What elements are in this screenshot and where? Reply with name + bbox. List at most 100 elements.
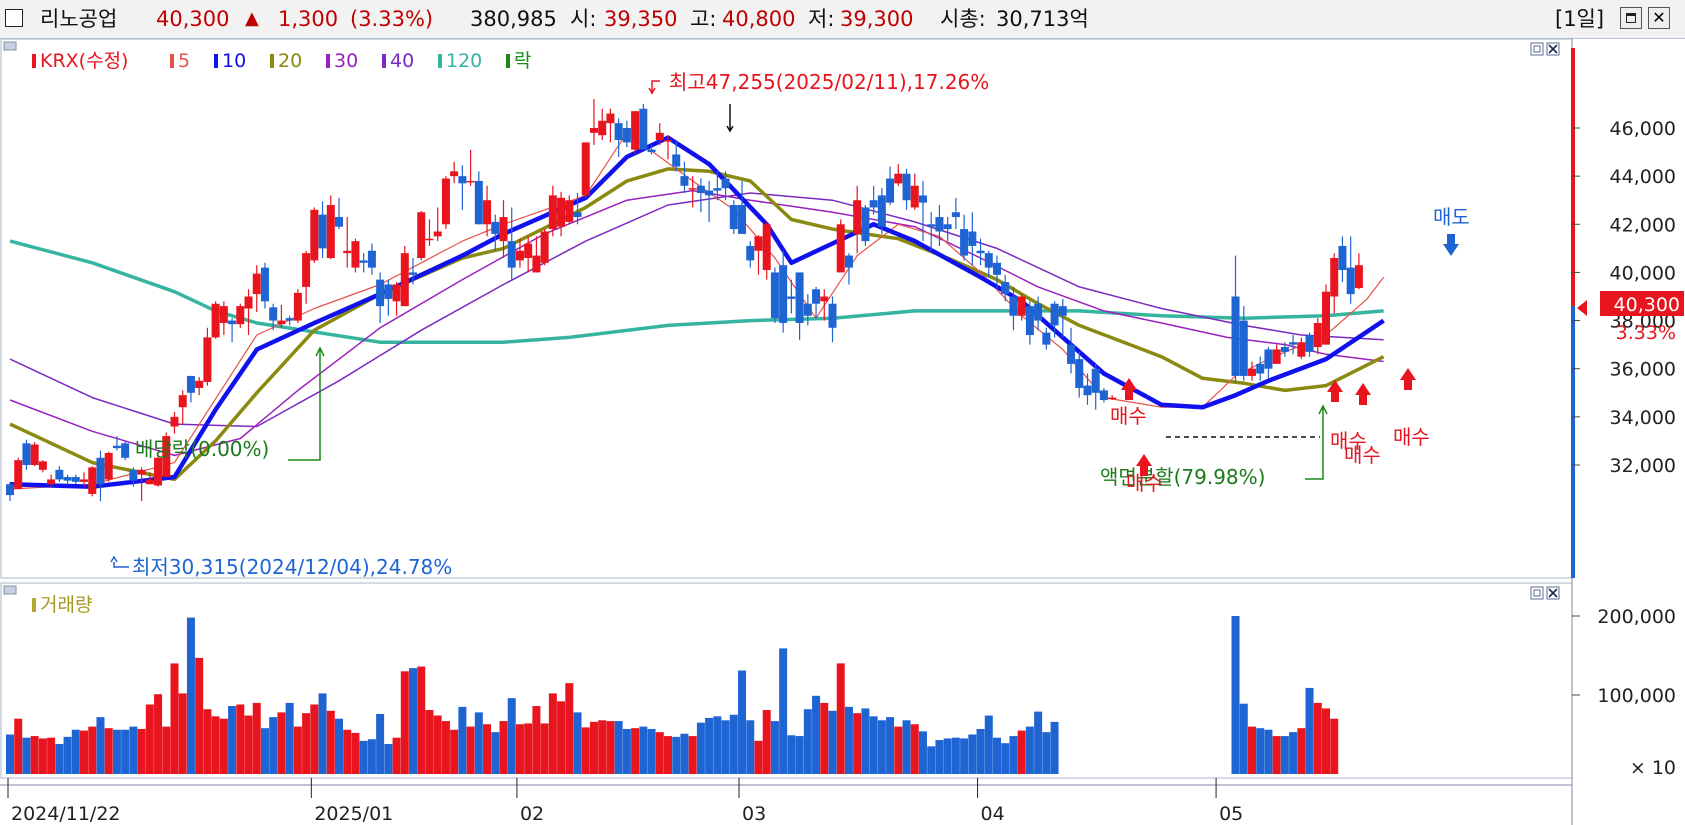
candle-body	[721, 178, 730, 189]
candle-body	[598, 120, 607, 136]
candle-body	[1001, 282, 1010, 295]
volume-bar	[581, 727, 590, 774]
volume-bar	[935, 740, 944, 774]
volume-bar	[1017, 730, 1026, 774]
volume-bar	[820, 702, 829, 774]
candle-body	[203, 337, 212, 382]
candle-body	[927, 224, 936, 227]
candle-body	[335, 217, 343, 227]
volume-bar	[688, 736, 697, 774]
candle-body	[713, 188, 722, 191]
period-selector[interactable]: [1일]	[1555, 7, 1605, 31]
open-value: 39,350	[604, 7, 678, 31]
volume-bar	[400, 671, 409, 774]
volume-bar	[918, 731, 927, 774]
volume-bar	[260, 728, 269, 774]
candle-body	[458, 176, 467, 184]
legend-ma-swatch	[438, 54, 442, 68]
candle-body	[614, 123, 623, 141]
volume-bar	[672, 736, 681, 774]
candle-body	[162, 436, 171, 478]
volume-bar	[927, 746, 936, 774]
candle-body	[548, 195, 557, 230]
volume-bar	[614, 721, 623, 774]
sell-label: 매도	[1433, 205, 1470, 229]
candle-body	[770, 272, 779, 319]
panel-maximize-icon[interactable]	[1530, 586, 1544, 600]
volume-bar	[170, 663, 179, 774]
volume-bar	[392, 737, 401, 774]
volume-bar	[721, 720, 730, 774]
volume-bar	[112, 729, 121, 774]
panel-grip-icon[interactable]	[3, 41, 17, 51]
restore-icon[interactable]	[1620, 7, 1642, 29]
candle-body	[491, 221, 500, 234]
candle-body	[672, 154, 681, 167]
candle-body	[639, 108, 648, 150]
candle-body	[392, 284, 401, 302]
price-tick-label: 40,000	[1610, 262, 1676, 284]
volume-bar	[1313, 702, 1322, 774]
candle-body	[507, 241, 516, 268]
candle-body	[886, 178, 895, 203]
volume-bar	[293, 726, 302, 774]
candle-body	[606, 113, 615, 124]
volume-bar	[705, 717, 714, 774]
candle-body	[121, 443, 130, 458]
volume-bar	[491, 732, 500, 774]
candle-body	[910, 185, 919, 208]
candle-body	[1272, 349, 1281, 364]
volume-bar	[137, 728, 146, 774]
candle-body	[622, 128, 631, 143]
panel-close-icon[interactable]	[1546, 586, 1560, 600]
high-value: 40,800	[722, 7, 796, 31]
volume-bar	[63, 736, 72, 774]
buy-arrow-icon	[1121, 378, 1137, 400]
x-tick-label: 2024/11/22	[11, 803, 121, 825]
candle-body	[96, 457, 105, 485]
candle-body	[729, 205, 738, 230]
legend-ma-20: 20	[278, 50, 302, 72]
x-tick-label: 05	[1219, 803, 1243, 825]
candle-body	[1075, 359, 1084, 388]
panel-grip-icon[interactable]	[3, 585, 17, 595]
candle-body	[787, 296, 796, 299]
volume-bar	[351, 732, 360, 774]
volume-bar	[285, 702, 294, 774]
volume-bar	[886, 717, 895, 774]
legend: KRX(수정) 5 10 20 30 40 120 락 거래량	[32, 50, 531, 616]
volume-bar	[1272, 736, 1281, 774]
volume-bar	[589, 721, 598, 774]
candle-body	[1083, 385, 1092, 396]
volume-bar	[203, 709, 212, 774]
volume-bar	[343, 729, 352, 774]
select-checkbox[interactable]	[5, 9, 23, 27]
candle-body	[1338, 245, 1347, 271]
volume-bar	[622, 728, 631, 774]
panel-close-icon[interactable]	[1546, 42, 1560, 56]
candle-body	[565, 200, 574, 222]
volume-bar	[828, 710, 837, 774]
volume-bar	[433, 715, 442, 774]
candle-body	[894, 173, 903, 184]
candle-body	[400, 253, 409, 307]
candle-body	[293, 292, 302, 321]
legend-ma-5: 5	[178, 50, 190, 72]
legend-ma-swatch	[326, 54, 330, 68]
volume-bar	[310, 704, 319, 774]
title-bar: 리노공업 40,300 ▲ 1,300 (3.33%) 380,985 시: 3…	[0, 0, 1685, 39]
dividend-annotation: 배당락(0.00%)	[135, 437, 269, 461]
stock-name[interactable]: 리노공업	[40, 7, 118, 31]
volume-bar	[6, 734, 14, 774]
volume-bar	[1256, 728, 1265, 774]
volume-bar	[499, 721, 508, 774]
volume-bar	[960, 738, 969, 774]
volume-bar	[812, 695, 821, 774]
volume-bar	[968, 734, 977, 774]
candle-body	[425, 238, 434, 241]
candle-body	[1231, 296, 1240, 376]
volume-bar	[1247, 726, 1256, 774]
close-icon[interactable]: ✕	[1648, 7, 1670, 29]
panel-maximize-icon[interactable]	[1530, 42, 1544, 56]
volume-bar	[88, 726, 97, 774]
